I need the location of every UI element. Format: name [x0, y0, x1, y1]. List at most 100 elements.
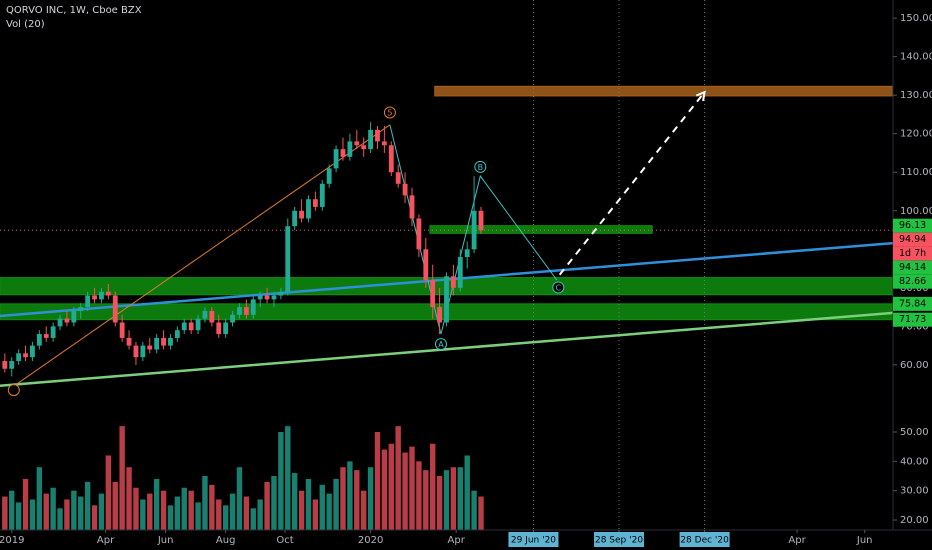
volume-bar [112, 481, 118, 530]
candle-body [237, 307, 242, 315]
candle-body [126, 337, 132, 346]
volume-bar [236, 467, 243, 530]
candle-body [16, 353, 22, 362]
candle-body [71, 310, 77, 323]
candle-body [457, 257, 463, 288]
y-tick-label: 130.00 [900, 90, 932, 101]
price-tag-label: 71.73 [899, 314, 926, 325]
volume-bar [15, 502, 22, 530]
y-tick-label: 120.00 [900, 129, 932, 140]
candle-body [368, 129, 374, 150]
volume-bar [298, 490, 305, 530]
volume-bar [360, 490, 367, 530]
candle-body [23, 353, 28, 358]
volume-bar [319, 484, 325, 530]
volume-bar [354, 470, 360, 530]
y2-tick-label: 40.00 [900, 456, 929, 467]
y-tick-label: 110.00 [900, 167, 932, 178]
volume-bar [250, 508, 256, 530]
candle-body [361, 145, 367, 150]
candle-body [285, 226, 291, 292]
volume-bar [423, 470, 429, 530]
candle-body [57, 318, 63, 327]
volume-bar [271, 476, 277, 530]
candle-body [471, 210, 477, 250]
candle-body [168, 337, 173, 346]
candle-body [78, 307, 84, 311]
x-tick-label: 29 Jun '20 [511, 536, 556, 546]
volume-bar [78, 496, 84, 530]
x-tick-label: 2019 [0, 535, 24, 546]
candle-body [140, 345, 146, 358]
wave-label: C [556, 283, 562, 292]
wave-marker [552, 281, 565, 294]
candle-body [188, 322, 194, 331]
candle-body [381, 141, 387, 146]
x-tick-highlight [594, 532, 645, 547]
wave-label: 5 [387, 109, 392, 118]
volume-label: Vol (20) [6, 19, 45, 30]
candle-body [450, 276, 456, 288]
volume-bar [409, 446, 415, 530]
volume-bar [160, 490, 167, 530]
volume-bar [395, 426, 401, 530]
candle-body [395, 172, 401, 184]
volume-bar [381, 449, 388, 530]
volume-bar [312, 499, 319, 530]
plot-area: 5 A B C [0, 0, 894, 530]
candle-body [312, 199, 318, 207]
volume-bar [216, 499, 222, 530]
candle-body [133, 345, 139, 358]
drawing-line [0, 311, 894, 387]
candle-body [230, 314, 235, 323]
candle-body [478, 210, 484, 231]
candle-body [402, 183, 408, 196]
x-tick-label: Aug [216, 535, 236, 546]
volume-bar [222, 505, 229, 530]
candle-body [409, 195, 415, 219]
volume-bar [333, 478, 339, 530]
volume-bar [2, 496, 8, 530]
candle-body [92, 295, 97, 300]
volume-bar [29, 499, 36, 530]
candle-body [119, 322, 125, 338]
wave-marker [383, 106, 396, 119]
candle-body [216, 322, 222, 335]
zone [434, 85, 894, 97]
volume-bar [402, 452, 408, 530]
candle-body [112, 295, 118, 323]
candle-body [319, 183, 325, 207]
volume-bar [105, 455, 112, 530]
volume-bar [285, 426, 291, 530]
candle-body [154, 337, 160, 350]
candle-body [36, 334, 42, 346]
volume-bar [340, 467, 346, 530]
volume-bar [91, 505, 98, 530]
volume-bar [264, 481, 270, 530]
x-tick-label: 28 Sep '20 [595, 536, 643, 546]
candle-body [278, 291, 284, 296]
x-tick-label: Oct [276, 535, 293, 546]
price-tag-label: 94.94 [899, 234, 926, 245]
wave-marker [474, 160, 487, 173]
price-tag-label: 82.66 [899, 276, 926, 287]
volume-bar [209, 484, 215, 530]
candle-body [50, 326, 56, 338]
wave-label: A [438, 340, 444, 349]
wave-label: B [478, 163, 484, 172]
candle-body [347, 141, 353, 157]
x-tick-label: Jun [157, 535, 174, 546]
x-tick-highlight [508, 532, 559, 547]
candle-body [223, 322, 229, 335]
candle-body [43, 334, 49, 338]
candle-body [195, 318, 201, 331]
price-tag [893, 274, 932, 289]
volume-bar [464, 455, 470, 530]
candle-body [333, 149, 339, 169]
volume-bar [181, 487, 187, 530]
candle-body [257, 295, 263, 300]
arrow-head [695, 90, 706, 102]
candle-body [147, 345, 153, 350]
x-tick-label: Jun [856, 535, 873, 546]
